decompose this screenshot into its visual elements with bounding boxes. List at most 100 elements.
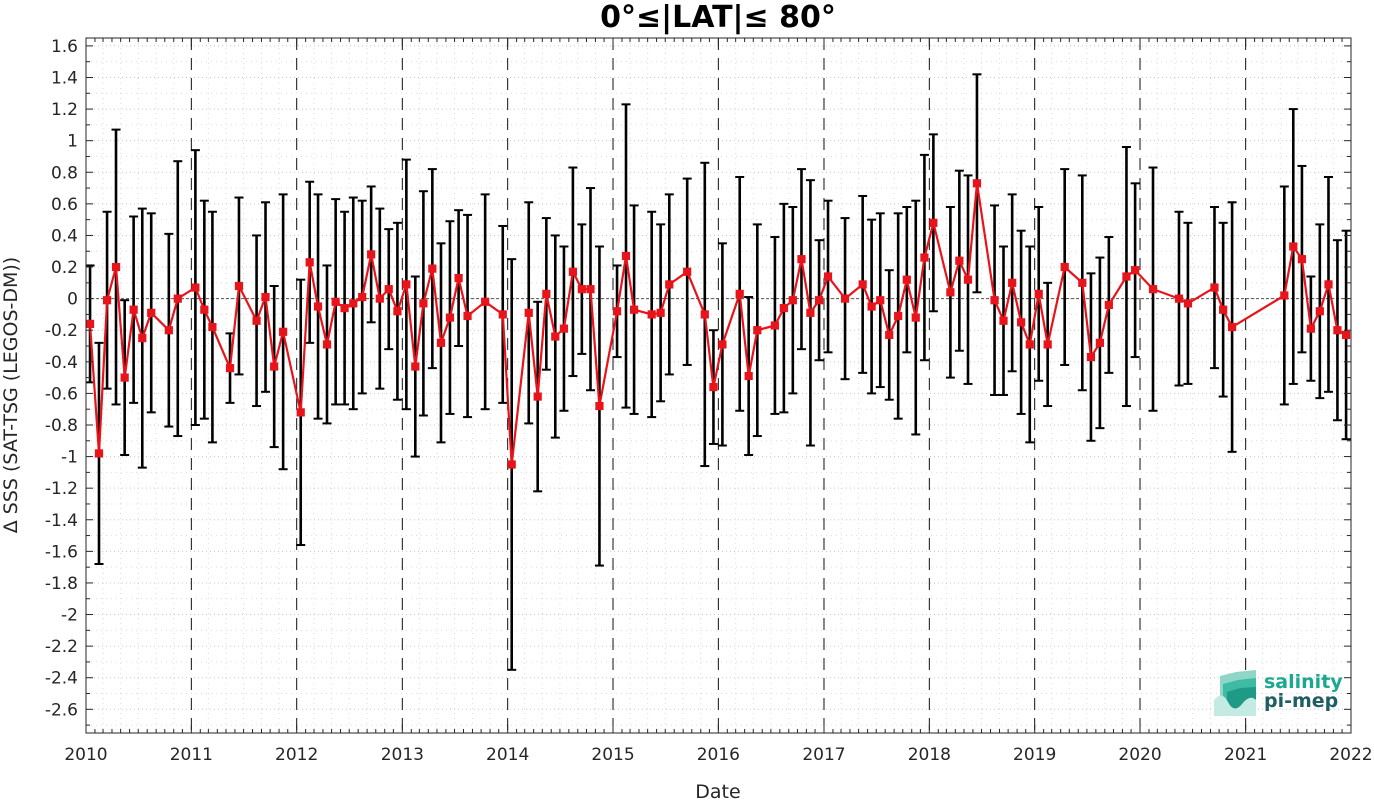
data-point bbox=[867, 302, 876, 311]
x-tick-label: 2015 bbox=[591, 745, 634, 765]
y-tick-label: 0.4 bbox=[51, 226, 78, 246]
data-point bbox=[735, 289, 744, 298]
data-point bbox=[929, 218, 938, 227]
x-tick-label: 2014 bbox=[486, 745, 529, 765]
data-point bbox=[577, 285, 586, 294]
data-point bbox=[718, 340, 727, 349]
x-tick-label: 2021 bbox=[1224, 745, 1267, 765]
data-point bbox=[1095, 338, 1105, 347]
data-point bbox=[612, 307, 622, 316]
data-point bbox=[102, 296, 112, 305]
data-point bbox=[665, 280, 674, 289]
x-tick-label: 2010 bbox=[64, 745, 107, 765]
data-point bbox=[1341, 330, 1351, 340]
y-tick-label: -2.4 bbox=[45, 669, 78, 689]
data-point bbox=[744, 371, 753, 381]
data-point bbox=[1297, 255, 1307, 264]
data-point bbox=[946, 288, 955, 297]
data-point bbox=[559, 324, 569, 333]
data-point bbox=[384, 285, 393, 294]
logo-text-line1: salinity bbox=[1264, 671, 1343, 693]
data-point bbox=[402, 280, 411, 289]
data-point bbox=[1333, 326, 1342, 335]
data-point bbox=[542, 289, 551, 298]
x-tick-label: 2016 bbox=[697, 745, 740, 765]
y-tick-label: -1 bbox=[61, 448, 78, 468]
data-point bbox=[279, 327, 288, 336]
y-tick-label: 1.6 bbox=[51, 37, 78, 57]
data-point bbox=[920, 253, 929, 262]
data-point bbox=[340, 304, 349, 313]
data-point bbox=[1210, 283, 1219, 292]
y-tick-label: -0.4 bbox=[45, 353, 78, 373]
data-point bbox=[191, 283, 200, 292]
data-point bbox=[1078, 278, 1087, 287]
y-tick-label: -2.2 bbox=[45, 637, 78, 657]
data-point bbox=[94, 449, 104, 458]
data-point bbox=[524, 308, 533, 317]
data-point bbox=[85, 319, 95, 328]
x-tick-label: 2022 bbox=[1329, 745, 1372, 765]
data-point bbox=[586, 285, 595, 294]
data-point bbox=[1315, 307, 1324, 316]
logo-text-line2: pi-mep bbox=[1264, 690, 1338, 712]
data-point bbox=[1148, 285, 1158, 294]
y-axis-label: Δ SSS (SAT-TSG (LEGOS-DM)) bbox=[0, 257, 22, 533]
x-tick-label: 2018 bbox=[908, 745, 951, 765]
data-point bbox=[436, 338, 446, 347]
data-point bbox=[147, 308, 156, 317]
data-point bbox=[1043, 340, 1052, 349]
data-point bbox=[445, 313, 455, 322]
data-point bbox=[393, 307, 402, 316]
y-tick-label: 0 bbox=[67, 290, 78, 310]
data-point bbox=[629, 305, 639, 314]
data-point bbox=[120, 373, 129, 382]
data-point bbox=[481, 297, 490, 306]
data-point bbox=[700, 310, 709, 319]
data-point bbox=[305, 258, 314, 267]
data-point bbox=[1183, 299, 1193, 308]
y-tick-label: -1.4 bbox=[45, 511, 78, 531]
x-tick-labels: 2010 2011 2012 2013 2014 2015 2016 2017 2018 2019… bbox=[64, 745, 1372, 765]
data-point bbox=[367, 250, 376, 259]
data-point bbox=[1306, 324, 1315, 333]
y-tick-label: 0.8 bbox=[51, 163, 78, 183]
x-tick-label: 2013 bbox=[381, 745, 424, 765]
data-point bbox=[234, 281, 244, 291]
data-point bbox=[322, 340, 332, 349]
data-point bbox=[252, 316, 261, 325]
data-point bbox=[1017, 318, 1026, 327]
data-point bbox=[876, 296, 885, 305]
data-point bbox=[261, 292, 270, 302]
axis-ticks bbox=[85, 38, 1352, 733]
data-point bbox=[111, 262, 121, 272]
data-point bbox=[454, 273, 463, 283]
data-point bbox=[1289, 242, 1298, 251]
year-separator-lines bbox=[190, 38, 1247, 733]
data-point bbox=[498, 310, 507, 319]
data-point bbox=[270, 362, 279, 371]
data-point bbox=[770, 321, 780, 330]
y-tick-label: -0.6 bbox=[45, 384, 78, 404]
y-tick-label: 1.2 bbox=[51, 100, 78, 120]
y-tick-label: 1 bbox=[67, 132, 78, 152]
data-point bbox=[313, 302, 323, 311]
data-point bbox=[647, 310, 656, 319]
data-point bbox=[1104, 300, 1113, 310]
data-point bbox=[164, 326, 173, 335]
data-point bbox=[788, 296, 797, 305]
data-point bbox=[507, 460, 516, 469]
y-tick-label: -1.2 bbox=[45, 479, 78, 499]
data-point bbox=[797, 255, 806, 264]
data-point bbox=[411, 362, 420, 371]
data-point bbox=[138, 334, 147, 343]
data-point bbox=[858, 280, 867, 289]
data-point bbox=[972, 179, 982, 188]
data-point bbox=[683, 267, 692, 276]
data-point bbox=[806, 308, 815, 317]
data-point bbox=[1131, 266, 1140, 275]
data-point bbox=[779, 304, 788, 313]
x-tick-label: 2017 bbox=[802, 745, 845, 765]
data-point bbox=[894, 311, 903, 321]
y-tick-label: -1.6 bbox=[45, 542, 78, 562]
